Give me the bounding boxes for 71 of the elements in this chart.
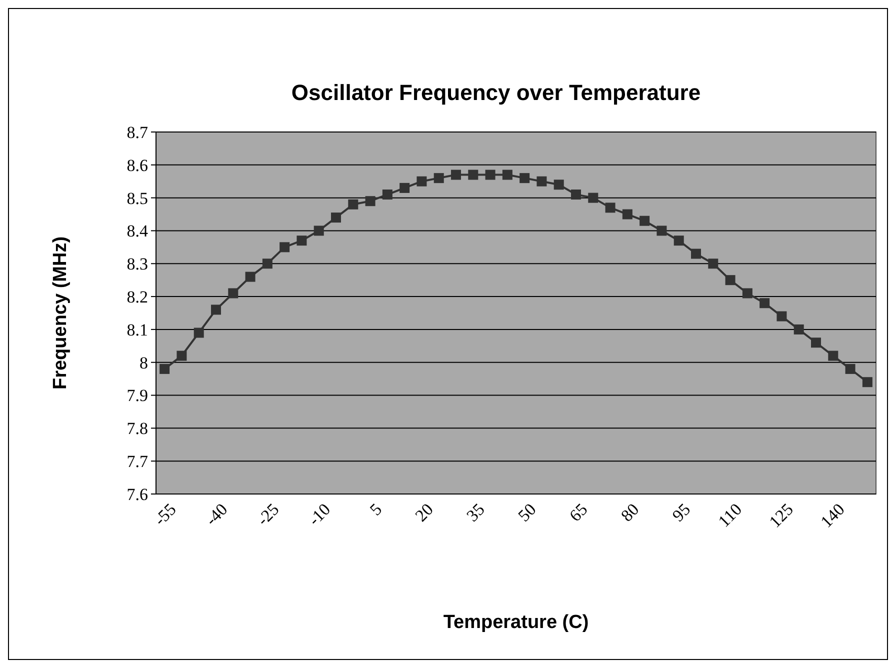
y-tick-label: 8.5 xyxy=(126,188,148,208)
y-tick-label: 8.6 xyxy=(126,156,148,175)
y-tick-label: 8.2 xyxy=(126,287,148,306)
y-tick-label: 7.9 xyxy=(126,386,148,406)
point xyxy=(416,176,427,186)
point xyxy=(656,226,667,236)
x-tick-label: 50 xyxy=(514,500,540,526)
point xyxy=(400,182,410,193)
point xyxy=(194,328,204,338)
y-tick-label: 8 xyxy=(140,353,148,372)
point xyxy=(622,209,632,220)
y-tick-label: 8.7 xyxy=(126,122,148,142)
point xyxy=(434,173,444,184)
point xyxy=(314,226,324,236)
point xyxy=(468,170,478,180)
x-tick-label: 110 xyxy=(714,500,746,531)
x-tick-label: -40 xyxy=(202,500,232,530)
x-tick-label: 20 xyxy=(412,500,437,526)
point xyxy=(245,272,256,282)
y-tick-label: 7.7 xyxy=(126,452,148,472)
point xyxy=(845,364,856,374)
point xyxy=(742,288,752,298)
x-tick-label: -25 xyxy=(253,500,283,530)
y-tick-label: 8.1 xyxy=(126,320,148,340)
point xyxy=(776,311,787,322)
point xyxy=(571,190,581,200)
point xyxy=(794,324,804,334)
y-tick-label: 7.8 xyxy=(126,419,148,438)
x-tick-label: -55 xyxy=(150,500,180,530)
y-tick-label: 8.4 xyxy=(126,222,148,241)
x-tick-label: 35 xyxy=(462,500,488,526)
x-tick-label: 80 xyxy=(617,500,643,526)
point xyxy=(348,199,358,210)
point xyxy=(262,258,272,269)
point xyxy=(331,212,341,223)
point xyxy=(365,196,376,206)
point xyxy=(176,350,187,361)
x-tick-label: 95 xyxy=(668,500,694,526)
point xyxy=(811,338,821,348)
point xyxy=(520,173,530,184)
point xyxy=(674,236,684,246)
x-tick-label: 65 xyxy=(566,500,592,526)
chart-title: Oscillator Frequency over Temperature xyxy=(291,80,701,105)
point xyxy=(605,202,616,213)
point xyxy=(691,248,701,259)
x-axis-title: Temperature (C) xyxy=(443,612,589,633)
point xyxy=(485,170,496,180)
point xyxy=(228,288,238,298)
point xyxy=(862,377,872,388)
y-axis-title: Frequency (MHz) xyxy=(50,236,71,390)
point xyxy=(554,180,564,190)
point xyxy=(760,298,770,308)
point xyxy=(280,242,290,252)
point xyxy=(451,170,461,180)
point xyxy=(382,190,392,200)
point xyxy=(296,236,307,246)
x-tick-label: -10 xyxy=(304,500,334,530)
point xyxy=(502,170,512,180)
x-tick-label: 140 xyxy=(816,500,848,532)
y-tick-label: 7.6 xyxy=(126,484,148,504)
point xyxy=(708,258,718,269)
point xyxy=(211,304,221,315)
point xyxy=(536,176,547,186)
y-tick-label: 8.3 xyxy=(126,254,148,274)
point xyxy=(828,350,838,361)
point xyxy=(725,275,736,286)
point xyxy=(160,364,170,374)
point xyxy=(640,216,650,226)
x-tick-label: 5 xyxy=(366,500,386,520)
point xyxy=(588,192,598,203)
x-tick-label: 125 xyxy=(765,500,797,532)
